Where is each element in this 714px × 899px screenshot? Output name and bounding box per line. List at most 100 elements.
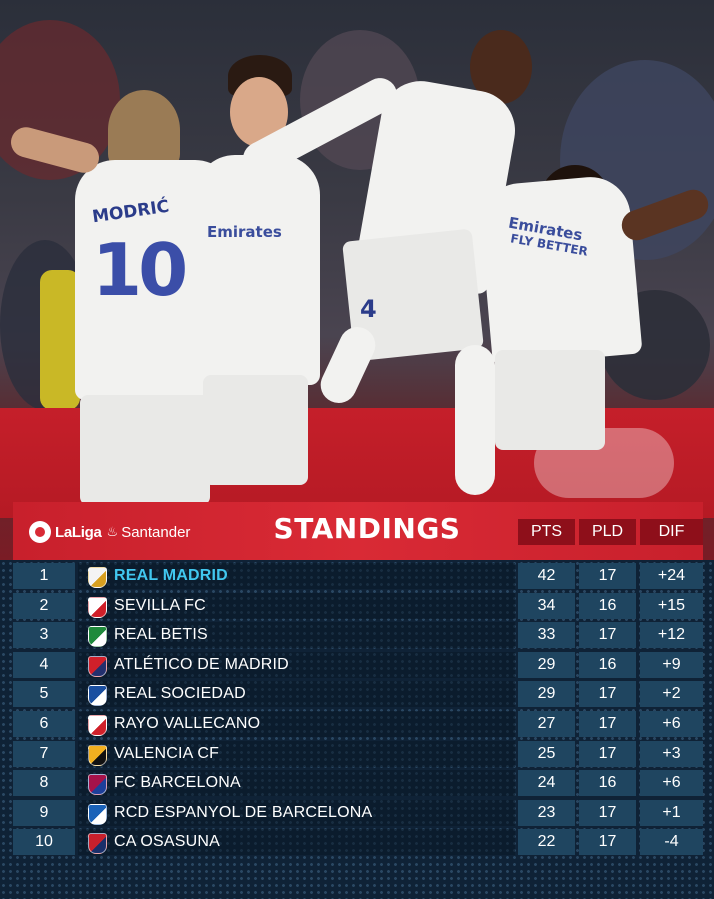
- player-shirt: [477, 173, 643, 367]
- team-name: REAL BETIS: [114, 626, 208, 644]
- goal-difference-cell: +12: [640, 622, 703, 649]
- goal-difference-cell: +24: [640, 563, 703, 589]
- team-name: SEVILLA FC: [114, 596, 206, 614]
- points-cell: 29: [518, 651, 575, 678]
- team-cell: FC BARCELONA: [78, 770, 515, 797]
- crowd-shape: [40, 270, 80, 410]
- column-header-pts: PTS: [518, 519, 575, 545]
- team-crest-icon: [88, 596, 107, 618]
- page-title: STANDINGS: [273, 512, 461, 545]
- rank-cell: 8: [13, 770, 75, 797]
- team-crest-icon: [88, 626, 107, 648]
- played-cell: 17: [579, 681, 636, 708]
- team-name: CA OSASUNA: [114, 833, 221, 851]
- table-row: 2 SEVILLA FC 34 16 +15: [13, 592, 703, 623]
- played-cell: 17: [579, 563, 636, 589]
- player-shirt: [195, 155, 320, 385]
- team-cell: RAYO VALLECANO: [78, 710, 515, 737]
- played-cell: 17: [579, 799, 636, 826]
- team-crest-icon: [88, 744, 107, 766]
- team-name: RAYO VALLECANO: [114, 714, 261, 732]
- points-cell: 23: [518, 799, 575, 826]
- played-cell: 17: [579, 622, 636, 649]
- team-cell: REAL MADRID: [78, 563, 515, 589]
- points-cell: 24: [518, 770, 575, 797]
- rank-cell: 10: [13, 829, 75, 856]
- team-cell: REAL SOCIEDAD: [78, 681, 515, 708]
- played-cell: 17: [579, 740, 636, 767]
- goal-difference-cell: -4: [640, 829, 703, 856]
- shorts-number: 4: [360, 295, 377, 323]
- rank-cell: 7: [13, 740, 75, 767]
- santander-flame-icon: ♨: [106, 524, 119, 539]
- column-header-dif: DIF: [640, 519, 703, 545]
- played-cell: 16: [579, 651, 636, 678]
- player-asensio: Emirates: [195, 55, 404, 495]
- table-row: 10 CA OSASUNA 22 17 -4: [13, 829, 703, 859]
- goal-difference-cell: +6: [640, 710, 703, 737]
- team-crest-icon: [88, 833, 107, 855]
- jersey-number: 10: [92, 228, 188, 312]
- rank-cell: 3: [13, 622, 75, 649]
- goal-difference-cell: +3: [640, 740, 703, 767]
- team-cell: CA OSASUNA: [78, 829, 515, 856]
- table-row: 8 FC BARCELONA 24 16 +6: [13, 770, 703, 800]
- player-shorts: [80, 395, 210, 505]
- points-cell: 34: [518, 592, 575, 619]
- player-right: Emirates FLY BETTER: [470, 140, 713, 500]
- table-row: 3 REAL BETIS 33 17 +12: [13, 622, 703, 652]
- player-shorts: [495, 350, 605, 450]
- goal-difference-cell: +9: [640, 651, 703, 678]
- team-name: VALENCIA CF: [114, 744, 220, 762]
- team-crest-icon: [88, 714, 107, 736]
- table-row: 4 ATLÉTICO DE MADRID 29 16 +9: [13, 651, 703, 682]
- rank-cell: 6: [13, 710, 75, 737]
- goal-difference-cell: +1: [640, 799, 703, 826]
- player-arm: [617, 185, 713, 245]
- standings-header: LaLiga ♨ Santander STANDINGS PTS PLD DIF: [13, 502, 703, 560]
- team-crest-icon: [88, 567, 107, 588]
- table-row: 6 RAYO VALLECANO 27 17 +6: [13, 710, 703, 741]
- team-name: FC BARCELONA: [114, 774, 241, 792]
- team-name: REAL MADRID: [114, 567, 228, 584]
- rank-cell: 5: [13, 681, 75, 708]
- team-crest-icon: [88, 655, 107, 677]
- standings-table: 1 REAL MADRID 42 17 +24 2 SEVILLA FC 34 16 +15 3 RE…: [13, 563, 703, 859]
- column-header-pld: PLD: [579, 519, 636, 545]
- table-row: 5 REAL SOCIEDAD 29 17 +2: [13, 681, 703, 711]
- points-cell: 42: [518, 563, 575, 589]
- table-row: 7 VALENCIA CF 25 17 +3: [13, 740, 703, 771]
- player-hair: [108, 90, 180, 170]
- celebration-photo: MODRIĆ 10 Emirates 4 Emirates FLY BETTER: [0, 0, 714, 560]
- team-crest-icon: [88, 685, 107, 707]
- points-cell: 22: [518, 829, 575, 856]
- rank-cell: 1: [13, 563, 75, 589]
- rank-cell: 9: [13, 799, 75, 826]
- logo-text: LaLiga: [55, 523, 102, 541]
- team-cell: REAL BETIS: [78, 622, 515, 649]
- player-leg: [455, 345, 495, 495]
- team-cell: SEVILLA FC: [78, 592, 515, 619]
- points-cell: 33: [518, 622, 575, 649]
- table-row: 1 REAL MADRID 42 17 +24: [13, 563, 703, 593]
- shirt-sponsor: Emirates: [207, 223, 282, 241]
- rank-cell: 4: [13, 651, 75, 678]
- points-cell: 27: [518, 710, 575, 737]
- played-cell: 17: [579, 710, 636, 737]
- logo-sponsor: Santander: [121, 523, 191, 541]
- team-cell: VALENCIA CF: [78, 740, 515, 767]
- laliga-logo: LaLiga ♨ Santander: [29, 520, 190, 544]
- laliga-ball-icon: [29, 521, 51, 543]
- team-name: RCD ESPANYOL DE BARCELONA: [114, 803, 373, 821]
- team-cell: ATLÉTICO DE MADRID: [78, 651, 515, 678]
- team-cell: RCD ESPANYOL DE BARCELONA: [78, 799, 515, 826]
- team-crest-icon: [88, 774, 107, 796]
- played-cell: 17: [579, 829, 636, 856]
- team-name: ATLÉTICO DE MADRID: [114, 655, 289, 673]
- goal-difference-cell: +6: [640, 770, 703, 797]
- player-jumping: 4: [314, 25, 532, 505]
- played-cell: 16: [579, 592, 636, 619]
- table-row: 9 RCD ESPANYOL DE BARCELONA 23 17 +1: [13, 799, 703, 830]
- team-crest-icon: [88, 803, 107, 825]
- goal-difference-cell: +15: [640, 592, 703, 619]
